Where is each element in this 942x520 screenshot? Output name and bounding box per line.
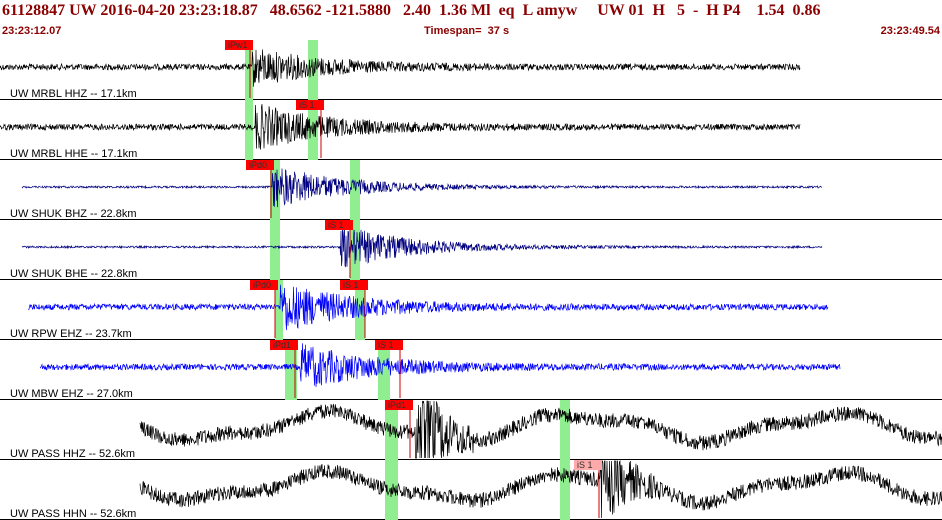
channel-label: UW MRBL HHZ -- 17.1km xyxy=(10,88,137,100)
trace-panel-3[interactable]: UW SHUK BHE -- 22.8km iS 1 xyxy=(0,220,942,280)
end-time-label: 23:23:49.54 xyxy=(880,25,940,37)
time-window-band xyxy=(270,220,280,280)
phase-pick-flag[interactable] xyxy=(385,400,413,410)
phase-pick-flag[interactable] xyxy=(340,280,368,290)
waveform-trace xyxy=(27,284,829,331)
phase-pick-label[interactable]: iPd0 xyxy=(249,160,268,170)
time-window-band xyxy=(355,280,365,340)
waveform-trace xyxy=(21,224,823,268)
trace-canvas xyxy=(0,460,942,520)
phase-pick-flag[interactable] xyxy=(325,220,353,230)
time-window-band xyxy=(245,100,253,160)
phase-pick-label[interactable]: iS 1 xyxy=(343,280,359,290)
event-summary-title: 61128847 UW 2016-04-20 23:23:18.87 48.65… xyxy=(2,2,821,19)
phase-pick-label[interactable]: iPd0 xyxy=(253,280,272,290)
phase-pick-flag[interactable] xyxy=(574,460,602,470)
channel-label: UW MBW EHZ -- 27.0km xyxy=(10,388,133,400)
phase-pick-flag[interactable] xyxy=(250,280,278,290)
waveform-trace xyxy=(21,168,823,208)
phase-pick-label[interactable]: iPd1 xyxy=(388,400,407,410)
time-window-band xyxy=(350,160,360,220)
phase-pick-label[interactable]: iS 1 xyxy=(328,220,344,230)
trace-panel-7[interactable]: UW PASS HHN -- 52.6km iS 1 xyxy=(0,460,942,520)
phase-pick-label[interactable]: iPd1 xyxy=(273,340,292,350)
time-window-band xyxy=(285,340,297,400)
time-window-band xyxy=(385,400,398,460)
channel-label: UW PASS HHZ -- 52.6km xyxy=(10,448,136,460)
channel-label: UW SHUK BHZ -- 22.8km xyxy=(10,208,137,220)
trace-canvas xyxy=(0,40,942,100)
waveform-trace xyxy=(139,460,942,519)
start-time-label: 23:23:12.07 xyxy=(2,25,62,37)
phase-pick-flag[interactable] xyxy=(225,40,253,50)
time-window-band xyxy=(560,400,570,460)
trace-panel-2[interactable]: UW SHUK BHZ -- 22.8km iPd0 xyxy=(0,160,942,220)
phase-pick-label[interactable]: iS 1 xyxy=(378,340,394,350)
time-window-band xyxy=(378,340,390,400)
phase-pick-flag[interactable] xyxy=(375,340,403,350)
channel-label: UW PASS HHN -- 52.6km xyxy=(10,508,137,520)
trace-panel-0[interactable]: UW MRBL HHZ -- 17.1km iPw1 xyxy=(0,40,942,100)
trace-canvas xyxy=(0,100,942,160)
channel-label: UW RPW EHZ -- 23.7km xyxy=(10,328,132,340)
seismogram-header: 61128847 UW 2016-04-20 23:23:18.87 48.65… xyxy=(0,0,942,40)
time-window-band xyxy=(245,40,253,100)
trace-canvas xyxy=(0,340,942,400)
channel-label: UW MRBL HHE -- 17.1km xyxy=(10,148,138,160)
waveform-trace xyxy=(0,104,801,150)
trace-canvas xyxy=(0,160,942,220)
waveform-trace xyxy=(0,49,801,87)
trace-panel-5[interactable]: UW MBW EHZ -- 27.0km iPd1 iS 1 xyxy=(0,340,942,400)
time-window-band xyxy=(308,40,318,100)
phase-pick-label[interactable]: iPw1 xyxy=(228,40,248,50)
timespan-label: Timespan= 37 s xyxy=(424,25,510,37)
trace-canvas xyxy=(0,220,942,280)
trace-canvas xyxy=(0,280,942,340)
trace-panel-1[interactable]: UW MRBL HHE -- 17.1km iS 1 xyxy=(0,100,942,160)
waveform-trace xyxy=(139,400,942,459)
time-window-band xyxy=(560,460,570,520)
time-window-band xyxy=(275,280,283,340)
trace-panel-4[interactable]: UW RPW EHZ -- 23.7km iPd0 iS 1 xyxy=(0,280,942,340)
trace-canvas xyxy=(0,400,942,460)
phase-pick-flag[interactable] xyxy=(270,340,298,350)
phase-pick-label[interactable]: iS 1 xyxy=(577,460,593,470)
trace-panel-6[interactable]: UW PASS HHZ -- 52.6km iPd1 xyxy=(0,400,942,460)
channel-label: UW SHUK BHE -- 22.8km xyxy=(10,268,138,280)
waveform-trace xyxy=(39,343,841,388)
phase-pick-flag[interactable] xyxy=(246,160,274,170)
trace-panels: UW MRBL HHZ -- 17.1km iPw1 UW MRBL HHE --… xyxy=(0,40,942,520)
phase-pick-label[interactable]: iS 1 xyxy=(299,100,315,110)
phase-pick-flag[interactable] xyxy=(296,100,324,110)
